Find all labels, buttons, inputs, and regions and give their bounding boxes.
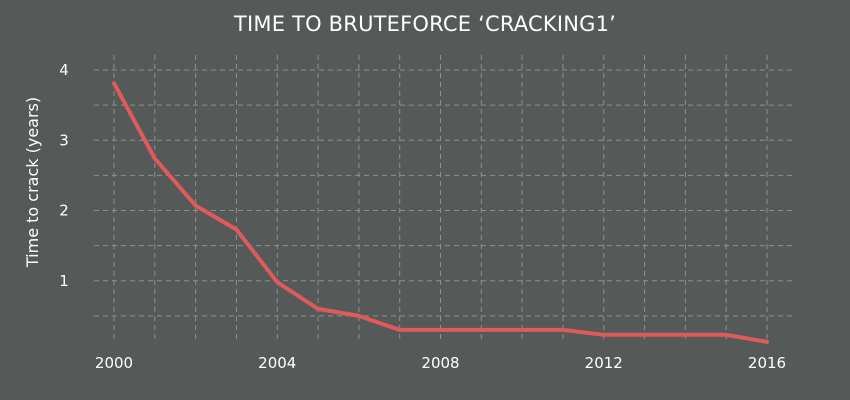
series-layer xyxy=(112,81,769,344)
y-tick-label: 2 xyxy=(59,202,69,220)
x-tick-label: 2000 xyxy=(95,354,133,372)
series-line xyxy=(112,81,769,344)
grid xyxy=(94,55,795,343)
chart-title: TIME TO BRUTEFORCE ‘CRACKING1’ xyxy=(233,12,617,36)
x-tick-label: 2012 xyxy=(585,354,623,372)
x-tick-label: 2008 xyxy=(421,354,459,372)
y-tick-label: 3 xyxy=(59,131,69,149)
y-axis-label: Time to crack (years) xyxy=(23,97,42,268)
y-tick-label: 4 xyxy=(59,61,69,79)
y-tick-label: 1 xyxy=(59,272,69,290)
x-tick-label: 2016 xyxy=(748,354,786,372)
x-tick-label: 2004 xyxy=(258,354,296,372)
tick-labels: 1 2 3 4 2000 2004 2008 2012 2016 xyxy=(59,61,786,372)
